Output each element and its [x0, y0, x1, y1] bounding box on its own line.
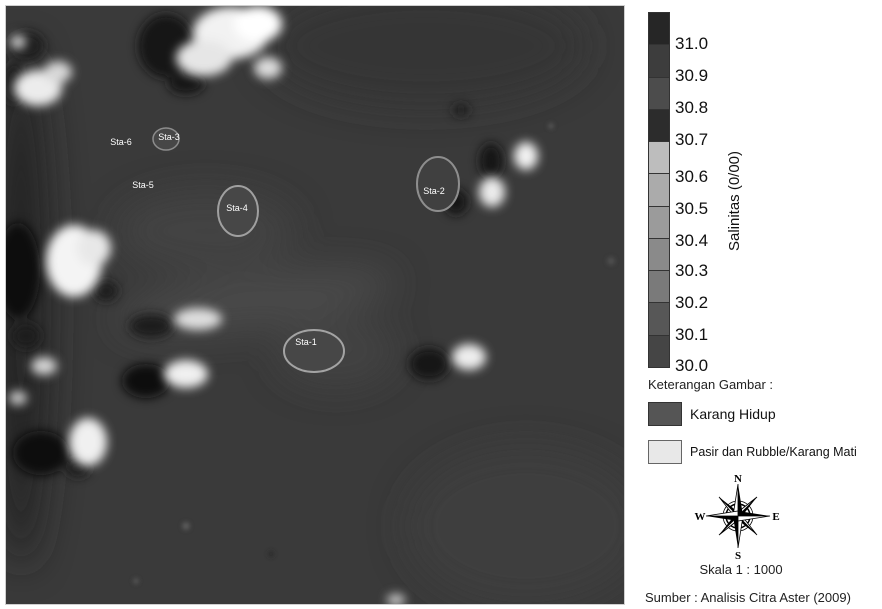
legend-swatch-pasir-rubble: [648, 440, 682, 464]
station-label-sta-6: Sta-6: [110, 137, 132, 147]
compass-west-label: W: [695, 511, 706, 523]
satellite-image-map: Sta-1 Sta-2 Sta-3 Sta-4 Sta-5 Sta-6: [5, 5, 625, 605]
station-label-sta-3: Sta-3: [158, 132, 180, 142]
colorbar-segment: [649, 77, 669, 110]
colorbar-segment: [649, 174, 669, 207]
speckles: [133, 123, 615, 584]
legend-label-karang-hidup: Karang Hidup: [690, 406, 776, 422]
colorbar-segment: [649, 109, 669, 143]
colorbar-tick-label: 30.5: [675, 199, 709, 218]
colorbar-tick-label: 30.7: [675, 130, 709, 149]
colorbar-segment: [649, 271, 669, 304]
reef-sta-1: [283, 329, 345, 373]
reef-sta-2: [416, 156, 460, 212]
colorbar-segment: [649, 45, 669, 78]
compass-rose-icon: N S E W: [695, 473, 780, 561]
compass-north-label: N: [734, 473, 742, 485]
satellite-image-svg: Sta-1 Sta-2 Sta-3 Sta-4 Sta-5 Sta-6: [6, 6, 624, 604]
colorbar-tick-label: 30.6: [675, 167, 709, 186]
compass-south-label: S: [735, 550, 741, 561]
reef-sta-4: [217, 185, 259, 237]
colorbar-tick-label: 30.4: [675, 231, 709, 250]
colorbar-tick-label: 30.0: [675, 356, 709, 375]
colorbar-tick-label: 30.2: [675, 293, 709, 312]
station-labels: Sta-1 Sta-2 Sta-3 Sta-4 Sta-5 Sta-6: [110, 132, 445, 347]
reef-sta-3: [152, 127, 180, 151]
colorbar-segment: [649, 335, 669, 367]
station-label-sta-4: Sta-4: [226, 203, 248, 213]
compass-east-label: E: [772, 511, 779, 523]
reef-features: [152, 127, 460, 373]
colorbar-tick-label: 30.9: [675, 66, 709, 85]
clouds: [9, 6, 538, 604]
legend-swatch-karang-hidup: [648, 402, 682, 426]
colorbar-title: Salinitas (0/00): [726, 150, 743, 252]
colorbar-segment: [649, 13, 669, 46]
colorbar-tick-label: 30.1: [675, 325, 709, 344]
colorbar-segment: [649, 303, 669, 336]
map-scale: Skala 1 : 1000: [699, 562, 783, 577]
legend-title: Keterangan Gambar :: [648, 377, 774, 392]
station-label-sta-2: Sta-2: [423, 186, 445, 196]
legend-label-pasir-rubble: Pasir dan Rubble/Karang Mati: [690, 445, 857, 459]
colorbar-tick-label: 31.0: [675, 34, 709, 53]
salinity-colorbar: [648, 12, 670, 368]
colorbar-tick-label: 30.3: [675, 261, 709, 280]
map-source: Sumber : Analisis Citra Aster (2009): [645, 590, 851, 605]
colorbar-segment: [649, 142, 669, 175]
colorbar-segment: [649, 206, 669, 239]
colorbar-segment: [649, 238, 669, 272]
colorbar-tick-label: 30.8: [675, 98, 709, 117]
station-label-sta-5: Sta-5: [132, 180, 154, 190]
station-label-sta-1: Sta-1: [295, 337, 317, 347]
